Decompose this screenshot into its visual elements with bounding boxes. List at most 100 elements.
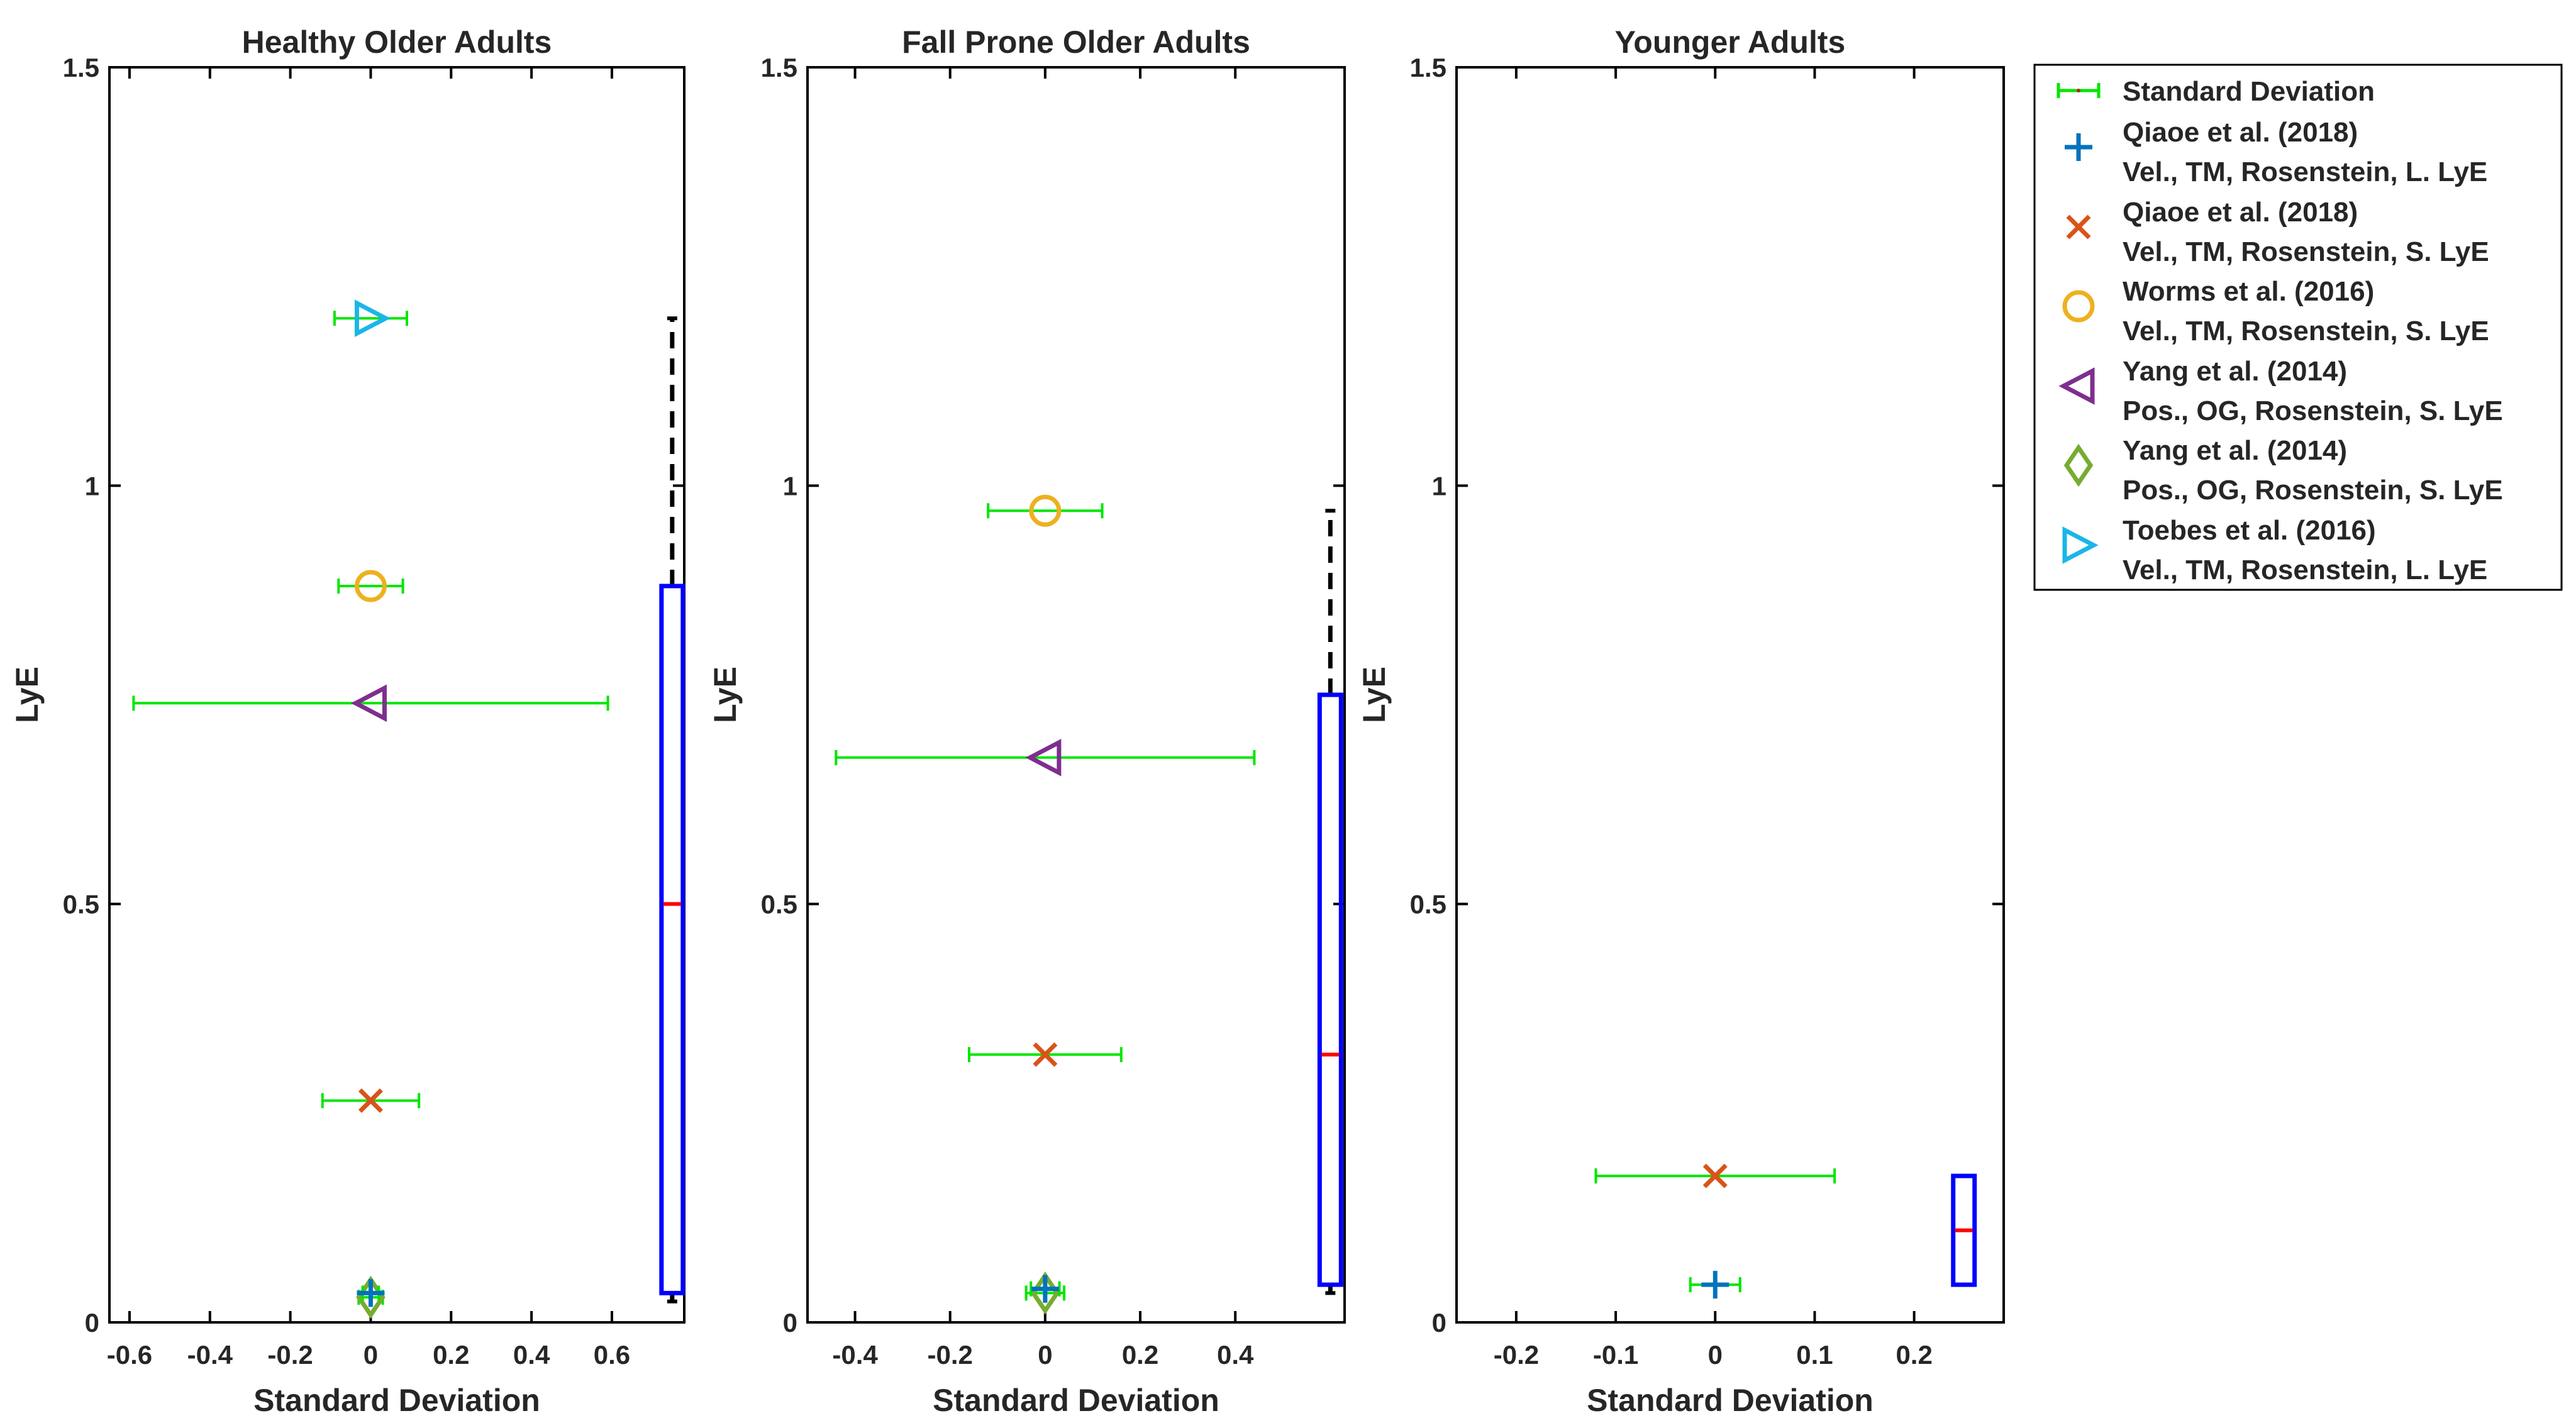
legend-sublabel: Vel., TM, Rosenstein, S. LyE xyxy=(2123,316,2489,346)
y-tick-label: 1.5 xyxy=(1410,53,1446,82)
legend-label: Worms et al. (2016) xyxy=(2123,276,2374,307)
legend-triangle-left-marker xyxy=(2058,367,2095,405)
legend-entry: Yang et al. (2014) Pos., OG, Rosenstein, … xyxy=(2058,356,2503,426)
data-point xyxy=(1594,1163,1836,1188)
plus-marker xyxy=(1031,1275,1059,1303)
legend-label: Yang et al. (2014) xyxy=(2123,356,2347,387)
y-tick-label: 0.5 xyxy=(63,890,99,919)
legend-entry: Standard Deviation xyxy=(2057,76,2375,107)
x-marker xyxy=(1702,1163,1728,1188)
data-point xyxy=(321,1088,421,1113)
legend-label: Yang et al. (2014) xyxy=(2123,435,2347,466)
legend-circle-marker xyxy=(2062,290,2095,323)
legend-label: Qiaoe et al. (2018) xyxy=(2123,197,2358,228)
legend-frame xyxy=(2033,64,2563,591)
legend-sublabel: Pos., OG, Rosenstein, S. LyE xyxy=(2123,396,2503,426)
x-tick-label: -0.6 xyxy=(107,1340,152,1370)
x-tick-label: 0 xyxy=(1038,1340,1052,1370)
plus-marker xyxy=(1701,1271,1729,1299)
legend-label: Standard Deviation xyxy=(2123,76,2375,107)
x-marker xyxy=(1033,1042,1058,1067)
legend-errorbar-marker xyxy=(2057,83,2101,98)
data-point xyxy=(967,1042,1123,1067)
x-tick-label: -0.4 xyxy=(832,1340,878,1370)
legend-sublabel: Vel., TM, Rosenstein, S. LyE xyxy=(2123,236,2489,267)
chart-title: Healthy Older Adults xyxy=(242,25,552,60)
x-axis-label: Standard Deviation xyxy=(933,1383,1219,1418)
legend-entry: Qiaoe et al. (2018) Vel., TM, Rosenstein,… xyxy=(2065,117,2487,187)
y-tick-label: 0 xyxy=(85,1308,99,1337)
y-tick-label: 1 xyxy=(783,471,797,501)
panel-2: 0 0.5 1 1.5 -0.4 -0.2 0 0.2 0.4 Fall Prone Older … xyxy=(708,25,1346,1418)
data-point xyxy=(333,299,408,337)
circle-marker xyxy=(354,570,387,602)
legend-triangle-right-marker xyxy=(2062,526,2099,564)
x-tick-label: 0.2 xyxy=(433,1340,469,1370)
x-tick-label: 0 xyxy=(1708,1340,1723,1370)
triangle-left-marker xyxy=(1025,739,1062,777)
y-tick-label: 1 xyxy=(85,471,99,501)
legend-label: Toebes et al. (2016) xyxy=(2123,515,2376,546)
legend-entry: Qiaoe et al. (2018) Vel., TM, Rosenstein,… xyxy=(2066,197,2489,267)
data-point xyxy=(132,684,609,722)
legend-sublabel: Vel., TM, Rosenstein, L. LyE xyxy=(2123,157,2487,187)
x-tick-label: -0.2 xyxy=(1494,1340,1539,1370)
y-tick-label: 1.5 xyxy=(63,53,99,82)
y-axis-label: LyE xyxy=(1357,667,1392,723)
data-point xyxy=(835,739,1256,777)
box-plot xyxy=(659,316,686,1303)
y-axis-label: LyE xyxy=(9,667,45,723)
x-tick-label: 0.4 xyxy=(1217,1340,1254,1370)
x-tick-label: -0.1 xyxy=(1593,1340,1638,1370)
triangle-left-marker xyxy=(350,684,387,722)
legend-sublabel: Vel., TM, Rosenstein, L. LyE xyxy=(2123,555,2487,585)
y-axis-label: LyE xyxy=(708,667,743,723)
plot-area-frame xyxy=(108,66,686,1324)
y-tick-label: 0.5 xyxy=(1410,890,1446,919)
plot-area-frame xyxy=(1455,66,2005,1324)
x-tick-label: 0.4 xyxy=(513,1340,550,1370)
chart-root: 0 0.5 1 1.5 -0.6 -0.4 -0.2 0 0.2 0.4 0.6 Healthy Ol… xyxy=(9,25,2563,1418)
chart-title: Fall Prone Older Adults xyxy=(902,25,1250,60)
plus-marker xyxy=(357,1279,385,1307)
box-plot xyxy=(1317,509,1343,1295)
circle-marker xyxy=(1029,494,1062,527)
plot-area-frame xyxy=(806,66,1346,1324)
panel-1: 0 0.5 1 1.5 -0.6 -0.4 -0.2 0 0.2 0.4 0.6 Healthy Ol… xyxy=(9,25,686,1418)
box-iqr xyxy=(1951,1173,1977,1287)
y-tick-label: 1 xyxy=(1432,471,1446,501)
legend-sublabel: Pos., OG, Rosenstein, S. LyE xyxy=(2123,475,2503,506)
legend-entry: Toebes et al. (2016) Vel., TM, Rosenstein… xyxy=(2062,515,2487,585)
data-point xyxy=(337,570,404,602)
y-tick-label: 0 xyxy=(1432,1308,1446,1337)
data-point xyxy=(1689,1271,1741,1299)
chart-title: Younger Adults xyxy=(1615,25,1846,60)
x-tick-label: 0.2 xyxy=(1122,1340,1158,1370)
box-iqr xyxy=(659,584,686,1295)
legend-plus-marker xyxy=(2065,133,2092,161)
legend-label: Qiaoe et al. (2018) xyxy=(2123,117,2358,148)
x-tick-label: -0.4 xyxy=(187,1340,233,1370)
legend-entry: Worms et al. (2016) Vel., TM, Rosenstein,… xyxy=(2062,276,2489,346)
legend-diamond-marker xyxy=(2063,443,2094,487)
x-tick-label: -0.2 xyxy=(267,1340,313,1370)
panel-3: 0 0.5 1 1.5 -0.2 -0.1 0 0.1 0.2 Younger Adults Sta… xyxy=(1357,25,2005,1418)
box-plot xyxy=(1951,1173,1977,1287)
legend-entry: Yang et al. (2014) Pos., OG, Rosenstein, … xyxy=(2063,435,2503,506)
x-tick-label: 0.1 xyxy=(1796,1340,1833,1370)
x-tick-label: 0.6 xyxy=(594,1340,630,1370)
y-tick-label: 0.5 xyxy=(761,890,797,919)
legend-x-marker xyxy=(2066,214,2091,240)
y-tick-label: 0 xyxy=(783,1308,797,1337)
x-marker xyxy=(358,1088,383,1113)
data-point xyxy=(1030,1275,1061,1303)
chart-panels: 0 0.5 1 1.5 -0.6 -0.4 -0.2 0 0.2 0.4 0.6 Healthy Ol… xyxy=(9,25,2005,1418)
x-axis-label: Standard Deviation xyxy=(1587,1383,1874,1418)
x-tick-label: -0.2 xyxy=(928,1340,973,1370)
data-point xyxy=(357,1279,385,1307)
box-iqr xyxy=(1317,692,1343,1287)
legend: Standard Deviation Qiaoe et al. (2018) Vel… xyxy=(2033,64,2563,591)
x-axis-label: Standard Deviation xyxy=(253,1383,540,1418)
triangle-right-marker xyxy=(354,299,391,337)
